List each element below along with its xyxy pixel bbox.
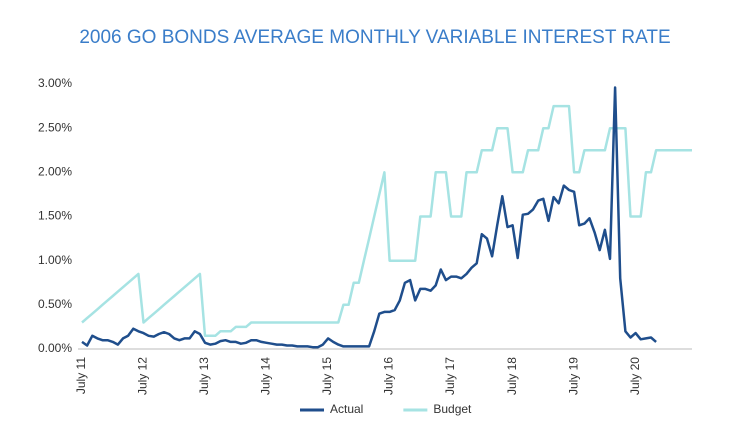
x-tick-label: July 17 [443,357,457,395]
y-tick-label: 1.00% [38,253,72,267]
x-tick-label: July 11 [74,357,88,394]
x-tick-label: July 19 [566,357,580,395]
x-tick-label: July 13 [197,357,211,395]
y-tick-label: 1.50% [38,209,72,223]
y-tick-label: 0.50% [38,297,72,311]
series-line [81,104,692,338]
y-tick-label: 0.00% [38,341,72,355]
x-tick-label: July 15 [320,357,334,395]
chart-title: 2006 GO BONDS AVERAGE MONTHLY VARIABLE I… [79,27,670,48]
y-tick-label: 2.00% [38,165,72,179]
x-tick-label: July 14 [259,357,273,395]
y-tick-label: 2.50% [38,120,72,134]
x-tick-label: July 18 [505,357,519,395]
x-tick-label: July 16 [382,357,396,395]
y-tick-label: 3.00% [38,76,72,90]
series-line [81,86,657,349]
x-tick-label: July 12 [136,357,150,395]
legend-label: Budget [433,402,472,416]
legend-label: Actual [330,402,363,416]
x-tick-label: July 20 [628,357,642,395]
